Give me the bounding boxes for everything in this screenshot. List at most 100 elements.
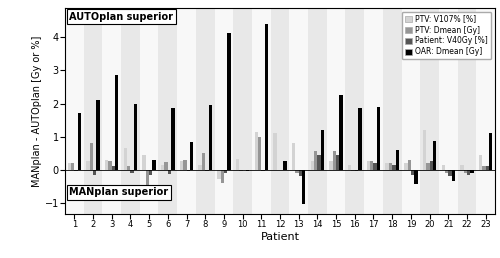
Bar (124, 148, 127, 170)
Bar (321, 130, 324, 170)
Bar (130, 170, 134, 173)
Bar (383, 8, 402, 214)
Bar (93, 170, 96, 174)
Bar (392, 165, 396, 170)
Bar (262, 170, 264, 171)
Bar (452, 170, 455, 181)
Bar (105, 160, 108, 170)
Bar (214, 8, 234, 214)
Bar (196, 8, 214, 214)
Bar (180, 161, 183, 170)
Bar (108, 161, 112, 170)
Bar (190, 142, 194, 170)
Bar (336, 155, 340, 170)
Bar (158, 8, 177, 214)
Text: MANplan superior: MANplan superior (70, 187, 168, 197)
Bar (234, 8, 252, 214)
Bar (370, 161, 374, 170)
Bar (161, 165, 164, 170)
Bar (439, 8, 458, 214)
Bar (168, 170, 171, 174)
Bar (127, 166, 130, 170)
Bar (326, 8, 345, 214)
Bar (71, 163, 74, 170)
Bar (228, 33, 230, 170)
Bar (68, 163, 71, 170)
Bar (90, 143, 93, 170)
Bar (420, 8, 439, 214)
Bar (448, 170, 452, 176)
Bar (183, 160, 186, 170)
Bar (332, 151, 336, 170)
Bar (411, 170, 414, 174)
Bar (408, 160, 411, 170)
Bar (426, 163, 430, 170)
Bar (302, 170, 306, 204)
Bar (284, 161, 286, 170)
Bar (366, 161, 370, 170)
Bar (358, 108, 362, 170)
Bar (486, 166, 489, 170)
Bar (310, 161, 314, 170)
Bar (264, 24, 268, 170)
Bar (164, 162, 168, 170)
Bar (149, 170, 152, 174)
Bar (389, 163, 392, 170)
Bar (442, 165, 445, 170)
X-axis label: Patient: Patient (260, 232, 300, 242)
Bar (152, 160, 156, 170)
Bar (102, 8, 121, 214)
Bar (140, 8, 158, 214)
Bar (340, 95, 343, 170)
Bar (84, 8, 102, 214)
Bar (314, 151, 318, 170)
Bar (467, 170, 470, 174)
Bar (348, 165, 352, 170)
Bar (121, 8, 140, 214)
Bar (208, 105, 212, 170)
Bar (198, 165, 202, 170)
Bar (330, 161, 332, 170)
Bar (404, 163, 407, 170)
Bar (308, 8, 326, 214)
Bar (402, 8, 420, 214)
Bar (489, 133, 492, 170)
Bar (377, 108, 380, 170)
Bar (355, 170, 358, 171)
Bar (479, 155, 482, 170)
Bar (254, 132, 258, 170)
Legend: PTV: V107% [%], PTV: Dmean [Gy], Patient: V40Gy [%], OAR: Dmean [Gy]: PTV: V107% [%], PTV: Dmean [Gy], Patient… (402, 12, 491, 59)
Bar (290, 8, 308, 214)
Bar (274, 133, 276, 170)
Bar (115, 75, 118, 170)
Bar (318, 155, 321, 170)
Bar (217, 170, 220, 180)
Bar (482, 166, 486, 170)
Bar (470, 170, 474, 173)
Bar (239, 170, 242, 171)
Bar (423, 130, 426, 170)
Bar (292, 143, 296, 170)
Bar (433, 141, 436, 170)
Bar (86, 161, 90, 170)
Bar (396, 150, 399, 170)
Bar (186, 170, 190, 171)
Bar (352, 170, 355, 171)
Bar (346, 8, 364, 214)
Bar (78, 114, 81, 170)
Bar (464, 170, 467, 173)
Bar (224, 170, 228, 173)
Bar (386, 163, 389, 170)
Bar (430, 161, 433, 170)
Bar (296, 170, 298, 173)
Bar (298, 170, 302, 176)
Bar (414, 170, 418, 184)
Bar (171, 108, 174, 170)
Bar (134, 103, 137, 170)
Bar (65, 8, 84, 214)
Bar (220, 170, 224, 183)
Bar (258, 136, 262, 170)
Bar (246, 170, 250, 171)
Bar (112, 166, 115, 170)
Bar (458, 8, 476, 214)
